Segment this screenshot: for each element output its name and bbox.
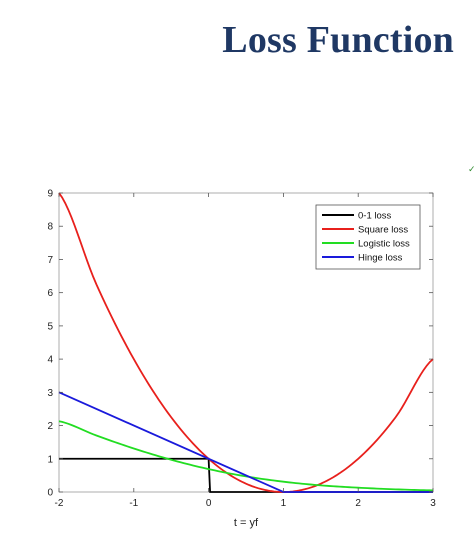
y-tick-label: 3 <box>47 388 53 399</box>
y-tick-label: 8 <box>47 222 53 233</box>
x-tick-label: -2 <box>55 498 64 509</box>
y-tick-label: 5 <box>47 321 53 332</box>
x-tick-label: 1 <box>281 498 287 509</box>
x-tick-label: 0 <box>206 498 212 509</box>
legend-label-hinge-loss: Hinge loss <box>358 253 403 264</box>
x-axis-label: t = yf <box>234 517 259 529</box>
x-tick-label: 3 <box>430 498 436 509</box>
y-tick-label: 1 <box>47 454 53 465</box>
legend-label-square-loss: Square loss <box>358 225 408 236</box>
x-tick-label: 2 <box>355 498 361 509</box>
y-tick-label: 0 <box>47 488 53 499</box>
y-tick-label: 7 <box>47 255 53 266</box>
y-tick-label: 6 <box>47 288 53 299</box>
y-tick-label: 4 <box>47 355 53 366</box>
y-tick-label: 2 <box>47 421 53 432</box>
legend-label-0-1-loss: 0-1 loss <box>358 211 392 222</box>
x-tick-label: -1 <box>129 498 138 509</box>
legend-label-logistic-loss: Logistic loss <box>358 239 410 250</box>
y-tick-label: 9 <box>47 189 53 200</box>
